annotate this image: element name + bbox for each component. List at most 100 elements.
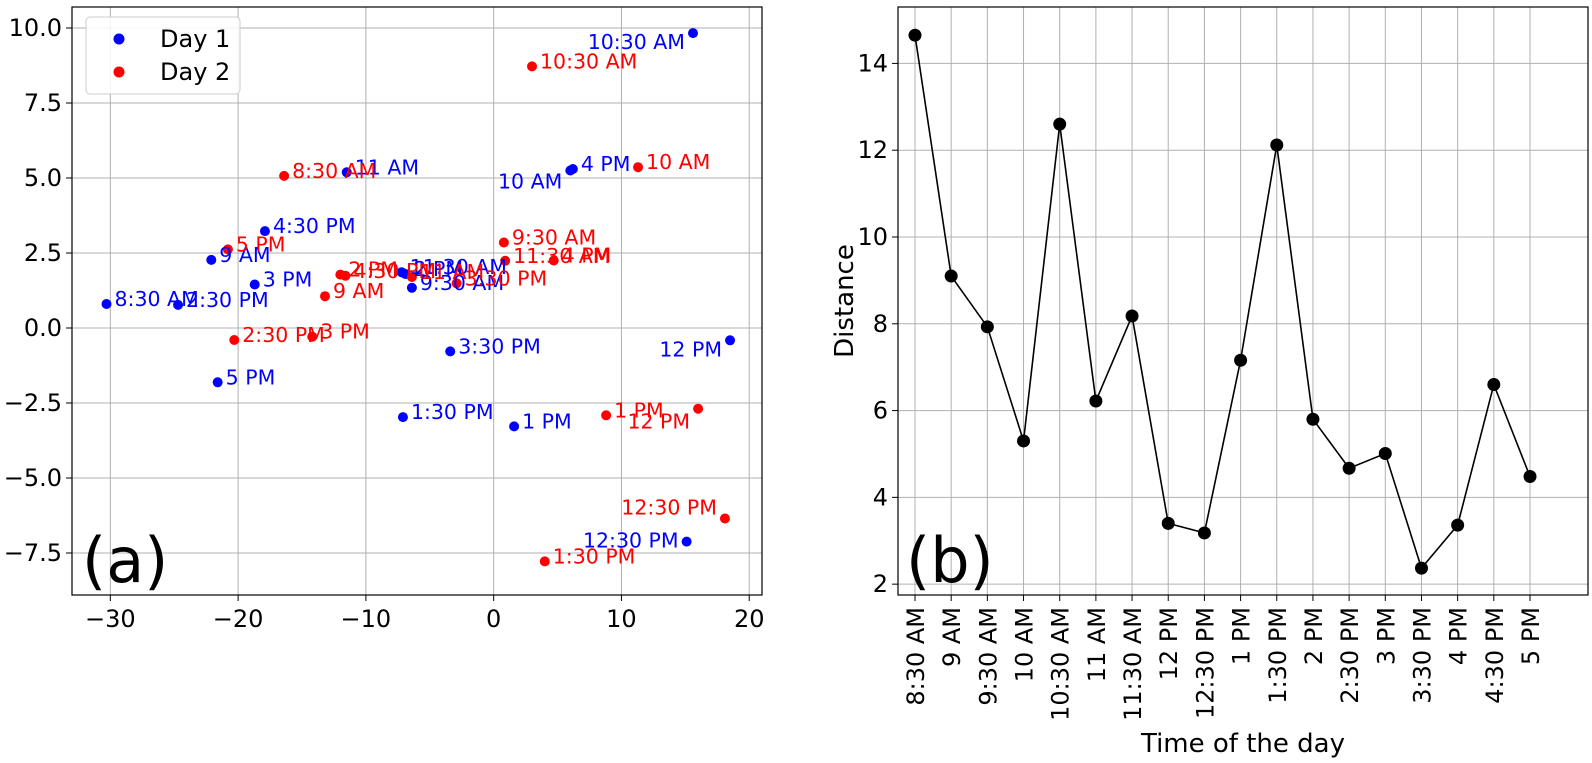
y-tick-label: 4 <box>873 483 888 511</box>
scatter-point-label-day-2: 9:30 AM <box>512 226 596 250</box>
distance-point <box>1234 353 1248 367</box>
scatter-point-day-2 <box>340 270 351 281</box>
scatter-point-day-2 <box>320 291 330 302</box>
scatter-point-label-day-2: 5 PM <box>236 232 286 256</box>
y-tick-label: −2.5 <box>4 389 62 417</box>
distance-point <box>1523 470 1537 484</box>
x-tick-label: −20 <box>213 605 264 633</box>
line-series <box>908 28 1537 575</box>
scatter-point-label-day-2: 8:30 AM <box>292 159 376 183</box>
distance-point <box>908 28 922 42</box>
distance-point <box>1451 518 1465 532</box>
scatter-point-day-2 <box>451 278 462 289</box>
x-axis-title: Time of the day <box>1140 729 1345 759</box>
distance-point <box>1053 117 1067 131</box>
scatter-point-label-day-2: 11:30 AM <box>513 244 610 268</box>
legend-label-day-1: Day 1 <box>160 25 230 53</box>
scatter-point-day-1 <box>173 299 184 310</box>
y-tick-label: 8 <box>873 310 888 338</box>
x-tick-label: −30 <box>85 605 136 633</box>
x-tick-label: 1 PM <box>1228 607 1256 665</box>
scatter-point-label-day-1: 9 AM <box>219 243 270 267</box>
scatter-point-day-1 <box>681 536 692 547</box>
scatter-point-label-day-2: 12:30 PM <box>621 496 717 520</box>
legend-label-day-2: Day 2 <box>160 58 230 86</box>
scatter-point-day-1 <box>688 28 698 39</box>
scatter-point-label-day-2: 3:30 PM <box>465 266 548 290</box>
scatter-point-label-day-1: 11:30 AM <box>410 255 507 279</box>
x-tick-label: 11:30 AM <box>1119 607 1147 721</box>
distance-point <box>1125 309 1139 323</box>
distance-point <box>944 269 958 283</box>
scatter-point-label-day-2: 3 PM <box>320 320 370 344</box>
scatter-point-day-2 <box>279 170 290 181</box>
distance-point <box>1378 447 1392 461</box>
y-axis-title: Distance <box>830 244 860 358</box>
distance-point <box>1161 516 1175 530</box>
line-grid <box>898 7 1588 595</box>
scatter-point-day-1 <box>567 164 578 174</box>
y-tick-label: 10.0 <box>9 14 62 42</box>
x-tick-label: 1:30 PM <box>1264 607 1292 704</box>
line-axes-frame <box>897 6 1589 596</box>
scatter-point-label-day-1: 3 PM <box>263 268 313 292</box>
scatter-point-label-day-1: 11 AM <box>355 155 419 179</box>
scatter-point-label-day-2: 10:30 AM <box>540 49 637 73</box>
scatter-point-label-day-1: 4 PM <box>581 152 631 176</box>
scatter-point-day-2 <box>500 255 511 266</box>
x-tick-label: 2:30 PM <box>1336 607 1364 704</box>
x-tick-label: 4 PM <box>1445 607 1473 665</box>
scatter-point-label-day-2: 1:30 PM <box>553 544 636 568</box>
scatter-point-day-2 <box>222 244 233 255</box>
scatter-points <box>101 28 736 567</box>
scatter-point-day-2 <box>693 403 704 414</box>
y-tick-label: 5.0 <box>24 164 62 192</box>
scatter-point-day-1 <box>725 335 736 346</box>
scatter-point-day-2 <box>601 410 612 421</box>
y-tick-label: 2 <box>873 570 888 598</box>
scatter-point-label-day-2: 4 PM <box>562 244 612 268</box>
scatter-point-day-2 <box>406 272 417 282</box>
scatter-point-day-2 <box>539 556 550 567</box>
scatter-point-day-1 <box>509 421 520 432</box>
x-tick-label: 5 PM <box>1517 607 1545 665</box>
scatter-ticks: −30 −20 −10 0 10 20 −7.5 −5.0 −2.5 0.0 2.5 5.0 7.5 10… <box>4 14 765 633</box>
scatter-point-label-day-2: 9 AM <box>333 279 384 303</box>
scatter-point-day-1 <box>445 346 456 357</box>
line-ticks: 8:30 AM 9 AM 9:30 AM 10 AM 10:30 AM 11 AM 11:3… <box>857 49 1545 721</box>
y-tick-label: 7.5 <box>24 89 62 117</box>
scatter-point-label-day-2: 1 PM <box>614 398 664 422</box>
legend: Day 1 Day 2 <box>85 16 241 95</box>
scatter-point-label-day-2: 2:30 PM <box>242 323 325 347</box>
scatter-point-label-day-2: 10 AM <box>646 150 710 174</box>
x-tick-label: 10:30 AM <box>1047 607 1075 721</box>
scatter-point-day-1 <box>259 226 270 237</box>
scatter-point-label-day-2: 2 PM <box>348 258 398 282</box>
scatter-point-label-day-2: 11 AM <box>420 260 484 284</box>
scatter-point-label-day-1: 2:30 PM <box>186 288 269 312</box>
scatter-point-day-2 <box>633 162 644 173</box>
line-panel-b: 8:30 AM 9 AM 9:30 AM 10 AM 10:30 AM 11 AM 11:3… <box>830 6 1589 759</box>
scatter-point-day-1 <box>406 282 417 293</box>
scatter-point-day-1 <box>101 299 112 309</box>
distance-point <box>1017 434 1031 448</box>
scatter-point-label-day-1: 5 PM <box>226 365 276 389</box>
y-tick-label: −5.0 <box>4 464 62 492</box>
scatter-point-label-day-1: 9:30 AM <box>420 271 504 295</box>
scatter-axes-frame <box>71 6 763 596</box>
scatter-point-day-2 <box>527 61 537 72</box>
distance-line <box>914 35 1531 570</box>
y-tick-label: 10 <box>857 223 888 251</box>
scatter-point-day-2 <box>719 513 730 524</box>
scatter-point-label-day-1: 8:30 AM <box>115 287 199 311</box>
y-tick-label: 14 <box>857 49 888 77</box>
scatter-point-day-2 <box>498 237 509 248</box>
scatter-point-label-day-1: 10:30 AM <box>588 30 685 54</box>
scatter-point-label-day-1: 3:30 PM <box>458 334 541 358</box>
panel-label-a: (a) <box>82 524 168 597</box>
x-tick-label: 20 <box>734 605 765 633</box>
x-tick-label: 11 AM <box>1083 607 1111 682</box>
scatter-grid <box>72 7 762 595</box>
distance-point <box>1089 394 1103 408</box>
